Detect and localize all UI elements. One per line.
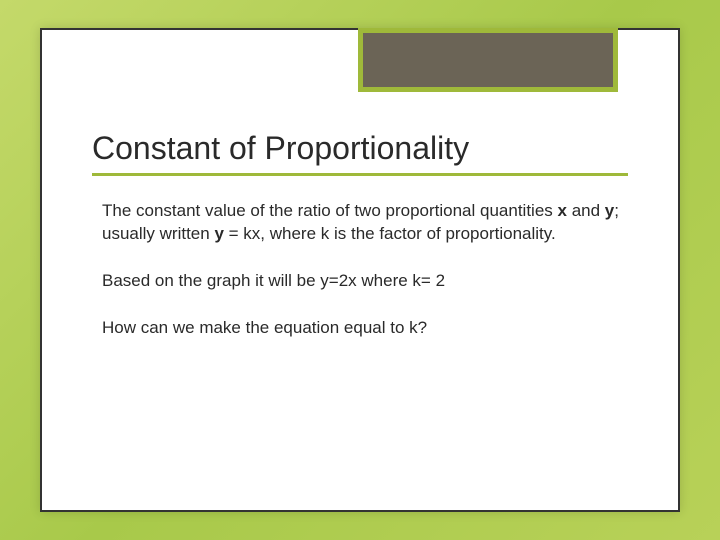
slide-title: Constant of Proportionality (92, 130, 628, 167)
title-underline (92, 173, 628, 176)
p1-y: y (605, 201, 614, 220)
header-accent-box (358, 28, 618, 92)
p1-eq: y (214, 224, 223, 243)
slide-content: Constant of Proportionality The constant… (92, 130, 628, 364)
p1-x: x (558, 201, 567, 220)
paragraph-1: The constant value of the ratio of two p… (102, 200, 628, 246)
slide-card: Constant of Proportionality The constant… (40, 28, 680, 512)
p1-text-4: = kx, where k is the factor of proportio… (224, 224, 556, 243)
slide-body: The constant value of the ratio of two p… (92, 200, 628, 340)
paragraph-2: Based on the graph it will be y=2x where… (102, 270, 628, 293)
paragraph-3: How can we make the equation equal to k? (102, 317, 628, 340)
p1-text-2: and (567, 201, 605, 220)
p1-text-1: The constant value of the ratio of two p… (102, 201, 558, 220)
